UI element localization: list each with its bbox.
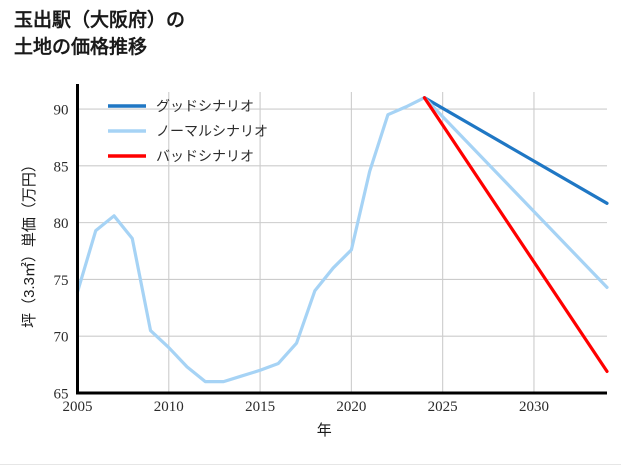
page-title: 玉出駅（大阪府）の 土地の価格推移 (14, 10, 186, 58)
legend-label: ノーマルシナリオ (156, 125, 268, 140)
y-tick-label: 90 (54, 103, 69, 119)
x-tick-label: 2010 (154, 399, 184, 415)
x-tick-label: 2025 (428, 399, 458, 415)
x-axis-title: 年 (317, 422, 332, 439)
legend-label: バッドシナリオ (156, 150, 254, 165)
y-tick-label: 70 (54, 330, 69, 346)
axis-spines (76, 84, 607, 395)
axis-titles: 年 坪（3.3㎡）単価（万円） (21, 157, 332, 439)
axis-tick-labels: 65 70 75 80 85 90 2005 2010 2015 2020 2025 2030 (54, 103, 549, 415)
y-tick-label: 80 (54, 216, 69, 232)
x-tick-label: 2030 (519, 399, 549, 415)
y-axis-title: 坪（3.3㎡）単価（万円） (21, 157, 38, 328)
x-tick-label: 2020 (336, 399, 366, 415)
series-line (75, 96, 427, 384)
y-tick-label: 65 (54, 387, 69, 403)
series-line (422, 96, 609, 374)
series-line (422, 96, 609, 289)
y-tick-label: 75 (54, 273, 69, 289)
series-lines (75, 96, 609, 384)
y-tick-label: 85 (54, 159, 69, 175)
x-tick-label: 2015 (245, 399, 275, 415)
legend-label: グッドシナリオ (156, 99, 254, 115)
x-tick-label: 2005 (63, 399, 93, 415)
series-line (422, 96, 609, 205)
